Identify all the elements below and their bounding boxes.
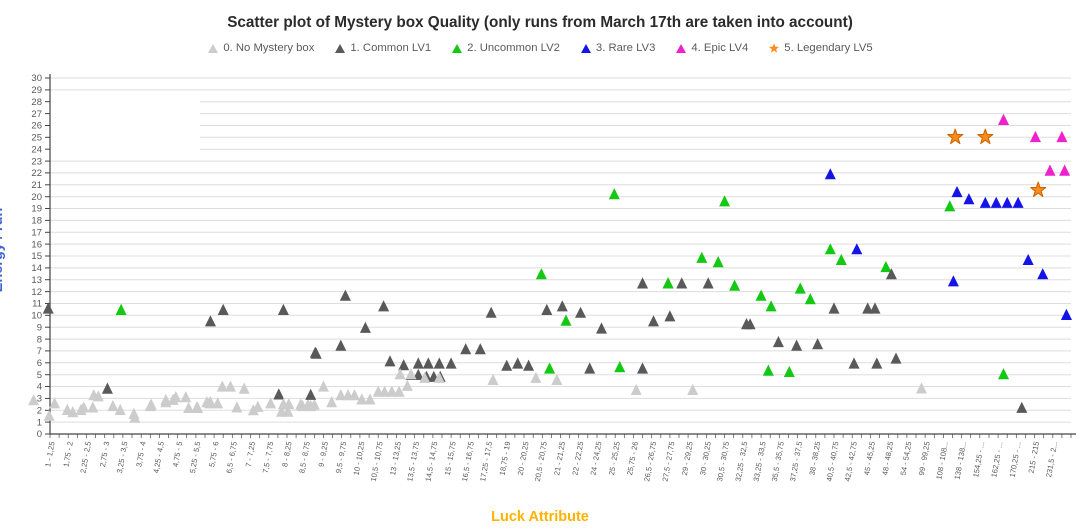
svg-text:14,5 - 14,75: 14,5 - 14,75 — [423, 441, 439, 482]
svg-text:21 - 21,25: 21 - 21,25 — [552, 441, 567, 476]
svg-text:35,5 - 35,75: 35,5 - 35,75 — [770, 441, 786, 482]
svg-text:48 - 48,25: 48 - 48,25 — [880, 441, 895, 476]
svg-text:29: 29 — [31, 85, 42, 96]
svg-text:27: 27 — [31, 109, 42, 120]
svg-text:4: 4 — [37, 382, 42, 393]
svg-text:6: 6 — [37, 358, 42, 369]
svg-text:30: 30 — [31, 73, 42, 84]
svg-text:10 - 10,25: 10 - 10,25 — [352, 441, 367, 476]
svg-text:28: 28 — [31, 97, 42, 108]
svg-text:8: 8 — [37, 334, 42, 345]
svg-text:108 - 108...: 108 - 108... — [934, 441, 950, 480]
svg-text:5,25 - 5,5: 5,25 - 5,5 — [188, 441, 202, 474]
svg-text:23: 23 — [31, 156, 42, 167]
svg-text:18: 18 — [31, 216, 42, 227]
svg-text:1,75 - 2: 1,75 - 2 — [61, 441, 74, 468]
svg-text:8 - 8,25: 8 - 8,25 — [280, 441, 293, 468]
svg-text:13: 13 — [31, 275, 42, 286]
svg-text:170,25 - ...: 170,25 - ... — [1008, 441, 1023, 478]
svg-text:22 - 22,25: 22 - 22,25 — [570, 441, 585, 476]
svg-text:2,75 - 3: 2,75 - 3 — [98, 441, 111, 468]
svg-text:22: 22 — [31, 168, 42, 179]
svg-text:11: 11 — [32, 299, 42, 310]
svg-text:138 - 138...: 138 - 138... — [953, 441, 969, 480]
svg-text:4,25 - 4,5: 4,25 - 4,5 — [152, 441, 166, 474]
svg-text:1 - 1,25: 1 - 1,25 — [43, 441, 56, 468]
svg-text:215 - 215: 215 - 215 — [1027, 441, 1041, 474]
svg-text:16,5 - 16,75: 16,5 - 16,75 — [460, 441, 476, 482]
svg-text:19: 19 — [31, 204, 42, 215]
svg-text:21: 21 — [31, 180, 42, 191]
svg-text:27,5 - 27,75: 27,5 - 27,75 — [661, 441, 677, 482]
svg-text:13,5 - 13,75: 13,5 - 13,75 — [405, 441, 421, 482]
svg-text:9 - 9,25: 9 - 9,25 — [317, 441, 330, 468]
svg-text:231,5 - 2...: 231,5 - 2... — [1044, 441, 1059, 478]
svg-text:13 - 13,25: 13 - 13,25 — [388, 441, 403, 476]
svg-text:25: 25 — [31, 133, 42, 144]
svg-text:30,5 - 30,75: 30,5 - 30,75 — [715, 441, 731, 482]
svg-text:15: 15 — [31, 251, 42, 262]
svg-text:9: 9 — [37, 322, 42, 333]
svg-text:17: 17 — [31, 228, 42, 239]
svg-text:8,5 - 8,75: 8,5 - 8,75 — [297, 441, 311, 474]
svg-text:12: 12 — [31, 287, 42, 298]
svg-text:18,75 - 19: 18,75 - 19 — [498, 441, 513, 476]
svg-text:20 - 20,25: 20 - 20,25 — [516, 441, 531, 476]
svg-text:29 - 29,25: 29 - 29,25 — [680, 441, 695, 476]
svg-text:38 - 38,25: 38 - 38,25 — [807, 441, 822, 476]
svg-text:20,5 - 20,75: 20,5 - 20,75 — [533, 441, 549, 482]
svg-text:7,5 - 7,75: 7,5 - 7,75 — [261, 441, 275, 474]
svg-text:40,5 - 40,75: 40,5 - 40,75 — [825, 441, 841, 482]
svg-text:162,25 - ...: 162,25 - ... — [989, 441, 1004, 478]
svg-text:2,25 - 2,5: 2,25 - 2,5 — [79, 441, 93, 474]
svg-text:4,75 - 5: 4,75 - 5 — [171, 441, 184, 468]
svg-text:54 - 54,25: 54 - 54,25 — [899, 441, 914, 476]
svg-text:30 - 30,25: 30 - 30,25 — [698, 441, 713, 476]
svg-text:3,25 - 3,5: 3,25 - 3,5 — [115, 441, 129, 474]
svg-text:26: 26 — [31, 121, 42, 132]
svg-text:1: 1 — [37, 417, 42, 428]
svg-text:5: 5 — [37, 370, 42, 381]
svg-text:25,75 - 26: 25,75 - 26 — [625, 441, 640, 476]
svg-text:24: 24 — [31, 144, 42, 155]
svg-text:154,25 - ...: 154,25 - ... — [971, 441, 986, 478]
svg-text:26,5 - 26,75: 26,5 - 26,75 — [642, 441, 658, 482]
svg-text:0: 0 — [37, 429, 42, 440]
svg-text:25 - 25,25: 25 - 25,25 — [607, 441, 622, 476]
svg-text:3,75 - 4: 3,75 - 4 — [134, 441, 147, 468]
svg-text:5,75 - 6: 5,75 - 6 — [207, 441, 220, 468]
svg-text:7: 7 — [37, 346, 42, 357]
svg-text:17,25 - 17,5: 17,25 - 17,5 — [478, 441, 494, 482]
svg-text:24 - 24,25: 24 - 24,25 — [589, 441, 604, 476]
svg-text:99 - 99,25: 99 - 99,25 — [917, 441, 932, 476]
svg-text:2: 2 — [37, 406, 42, 417]
svg-text:6,5 - 6,75: 6,5 - 6,75 — [224, 441, 238, 474]
svg-text:20: 20 — [31, 192, 42, 203]
svg-text:15 - 15,75: 15 - 15,75 — [443, 441, 458, 476]
svg-text:45 - 45,25: 45 - 45,25 — [862, 441, 877, 476]
svg-text:10: 10 — [31, 311, 42, 322]
svg-text:14: 14 — [31, 263, 42, 274]
svg-text:37,25 - 37,5: 37,25 - 37,5 — [788, 441, 804, 482]
svg-text:10,5 - 10,75: 10,5 - 10,75 — [369, 441, 385, 482]
svg-text:33,25 - 33,5: 33,25 - 33,5 — [752, 441, 768, 482]
svg-text:42,5 - 42,75: 42,5 - 42,75 — [843, 441, 859, 482]
svg-text:32,25 - 32,5: 32,25 - 32,5 — [733, 441, 749, 482]
svg-text:9,5 - 9,75: 9,5 - 9,75 — [334, 441, 348, 474]
svg-text:16: 16 — [31, 239, 42, 250]
svg-text:7 - 7,25: 7 - 7,25 — [244, 441, 257, 468]
